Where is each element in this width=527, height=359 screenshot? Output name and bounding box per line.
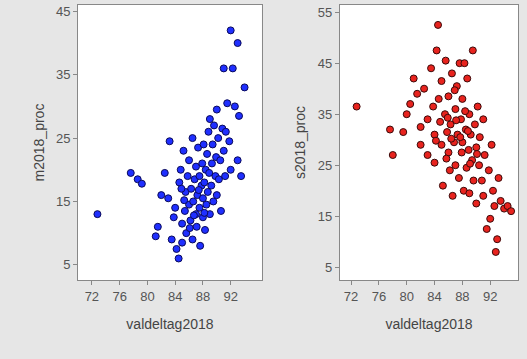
svg-text:88: 88 (455, 289, 469, 304)
svg-text:92: 92 (483, 289, 497, 304)
svg-text:15: 15 (318, 209, 332, 224)
svg-text:valdeltag2018: valdeltag2018 (126, 316, 213, 332)
svg-text:45: 45 (56, 4, 70, 19)
svg-text:88: 88 (196, 289, 210, 304)
svg-text:72: 72 (344, 289, 358, 304)
svg-text:25: 25 (56, 131, 70, 146)
svg-text:5: 5 (63, 257, 70, 272)
svg-text:84: 84 (427, 289, 441, 304)
svg-text:5: 5 (325, 260, 332, 275)
svg-text:84: 84 (168, 289, 182, 304)
svg-text:m2018_proc: m2018_proc (31, 104, 47, 182)
svg-text:92: 92 (223, 289, 237, 304)
svg-text:76: 76 (372, 289, 386, 304)
svg-text:35: 35 (56, 67, 70, 82)
svg-text:76: 76 (112, 289, 126, 304)
svg-text:45: 45 (318, 56, 332, 71)
svg-text:80: 80 (399, 289, 413, 304)
svg-text:35: 35 (318, 107, 332, 122)
svg-text:s2018_proc: s2018_proc (292, 106, 308, 179)
svg-text:55: 55 (318, 5, 332, 20)
svg-text:80: 80 (140, 289, 154, 304)
svg-text:25: 25 (318, 158, 332, 173)
svg-text:15: 15 (56, 194, 70, 209)
svg-text:valdeltag2018: valdeltag2018 (385, 316, 472, 332)
svg-text:72: 72 (85, 289, 99, 304)
